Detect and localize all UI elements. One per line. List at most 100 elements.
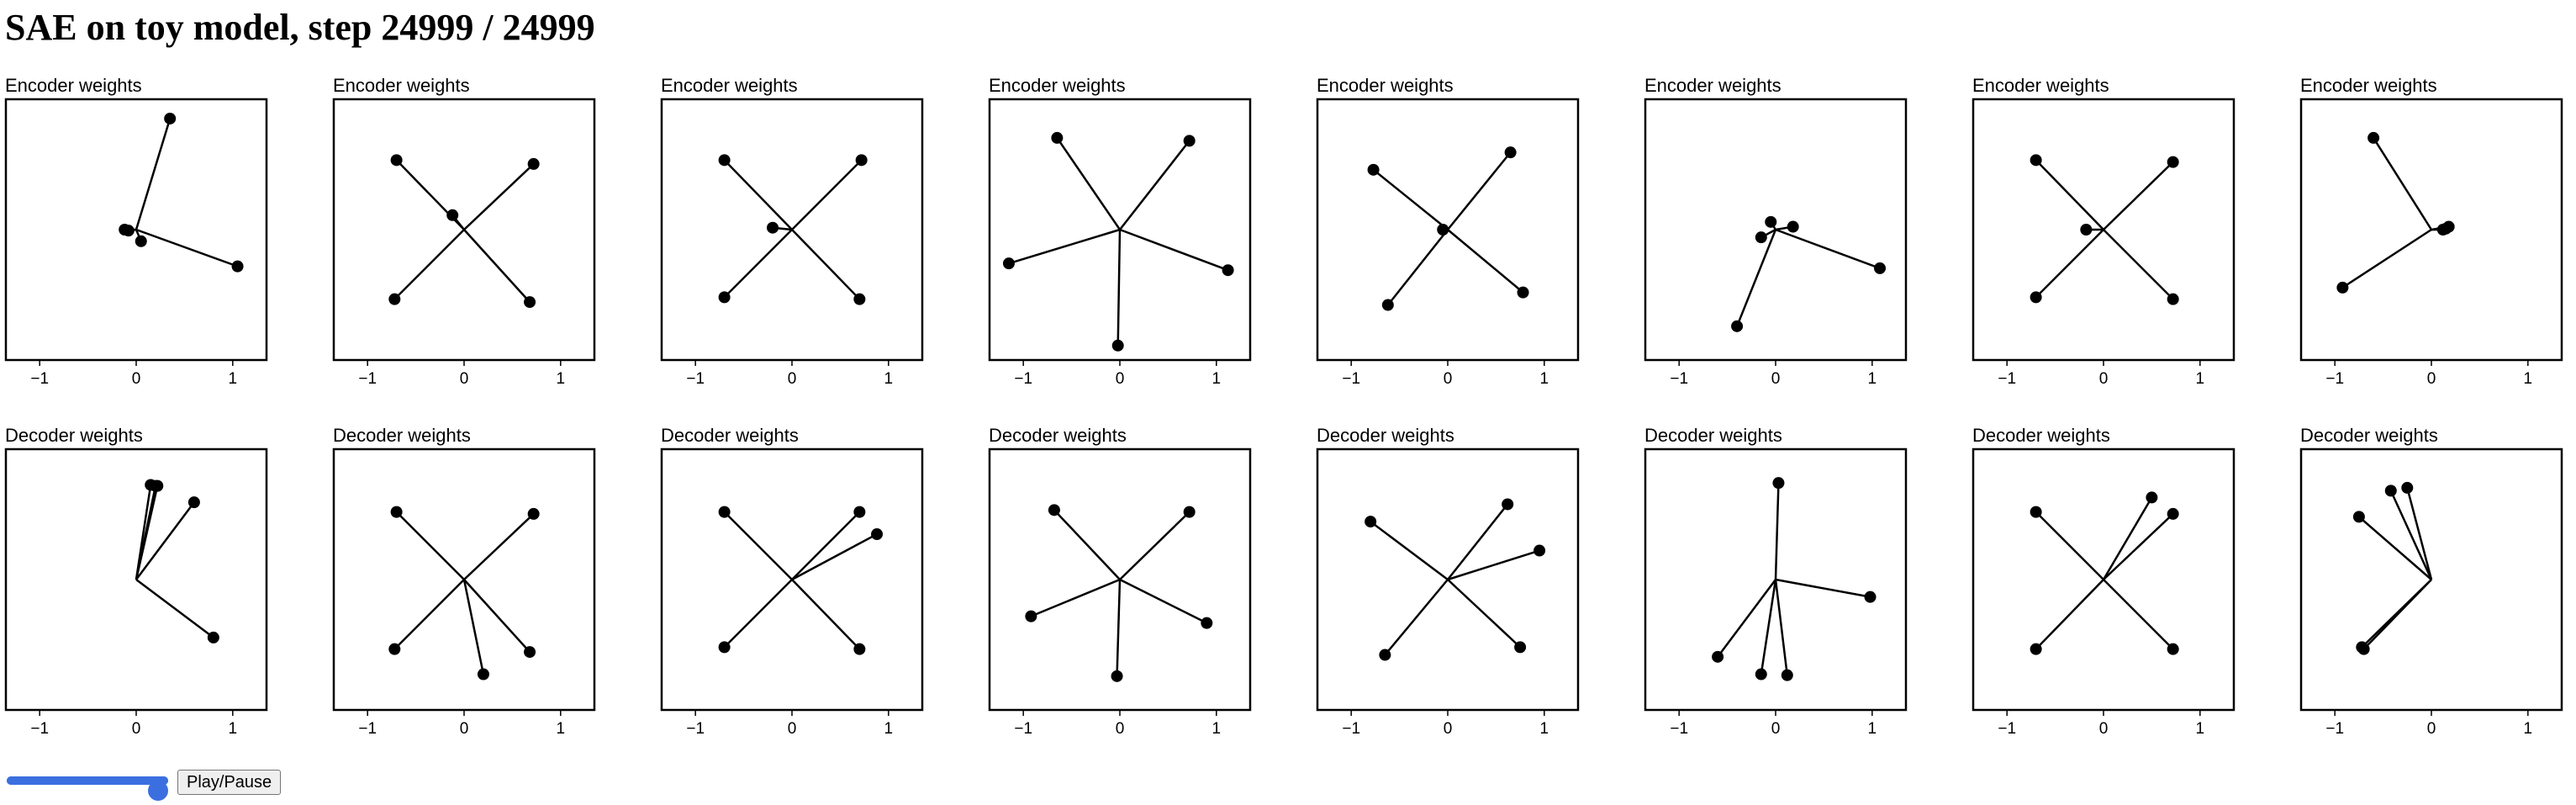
weight-point — [1048, 504, 1060, 516]
weight-vector-line — [1774, 483, 1780, 580]
weight-vector-line — [462, 579, 485, 675]
weight-point — [2030, 154, 2042, 167]
weight-vector-line — [2103, 579, 2174, 650]
weight-vector-line — [463, 229, 531, 303]
x-tick-label: −1 — [30, 370, 49, 388]
weight-vector-line — [135, 485, 157, 580]
plot-title: Decoder weights — [1972, 425, 2110, 446]
weight-point — [388, 643, 401, 655]
x-tick-label: 0 — [1116, 370, 1125, 388]
x-tick-label: −1 — [1670, 370, 1688, 388]
weight-point — [1765, 215, 1777, 228]
weight-point — [2336, 281, 2349, 294]
weight-point — [122, 225, 135, 237]
weight-vector-line — [723, 511, 793, 580]
weight-point — [135, 235, 147, 247]
weight-point — [853, 506, 866, 518]
weight-point — [1514, 641, 1527, 654]
x-tick-label: 1 — [2196, 720, 2205, 738]
weight-vector-line — [1717, 579, 1777, 658]
weight-vector-line — [135, 118, 172, 230]
weight-point — [1755, 668, 1767, 681]
weight-point — [1504, 146, 1517, 159]
weight-vector-line — [2035, 511, 2104, 580]
step-slider-thumb[interactable] — [148, 781, 168, 801]
weight-point — [388, 293, 401, 305]
plot-title: Encoder weights — [5, 75, 142, 96]
weight-point — [1533, 544, 1546, 557]
weight-vector-line — [393, 579, 465, 650]
plot-grid: Encoder weights −1 0 1 Encoder weights −1 0 1 En… — [4, 75, 2563, 741]
weight-point — [2080, 224, 2093, 236]
weight-point — [1731, 320, 1744, 332]
plot-title: Encoder weights — [661, 75, 798, 96]
weight-point — [1864, 591, 1877, 603]
decoder-plot-7: Decoder weights −1 0 1 — [1972, 426, 2241, 741]
x-tick-label: 0 — [2427, 370, 2436, 388]
weight-vector-line — [1775, 228, 1881, 270]
weight-vector-line — [2406, 487, 2433, 580]
weight-point — [1183, 506, 1196, 518]
weight-vector-line — [1386, 229, 1449, 306]
weight-point — [1111, 670, 1123, 682]
weight-point — [2167, 156, 2179, 168]
play-pause-button[interactable]: Play/Pause — [177, 770, 282, 795]
weight-point — [524, 646, 536, 659]
weight-point — [1517, 286, 1529, 299]
weight-vector-line — [2341, 228, 2432, 289]
x-tick-label: 1 — [229, 370, 238, 388]
weight-point — [1379, 649, 1391, 661]
weight-vector-line — [1116, 579, 1122, 676]
weight-point — [2030, 291, 2042, 304]
x-tick-label: 1 — [884, 370, 894, 388]
x-tick-label: −1 — [2325, 720, 2344, 738]
weight-vector-line — [1447, 579, 1521, 649]
weight-point — [871, 528, 884, 541]
plot-title: Encoder weights — [333, 75, 470, 96]
scatter-chart: −1 0 1 — [4, 98, 268, 388]
encoder-plot-2: Encoder weights −1 0 1 — [332, 75, 602, 391]
x-tick-label: 1 — [2524, 720, 2533, 738]
encoder-plot-6: Encoder weights −1 0 1 — [1644, 76, 1914, 391]
x-tick-label: −1 — [30, 720, 49, 738]
weight-vector-line — [135, 228, 238, 267]
step-slider-fill — [7, 776, 168, 785]
x-tick-label: 0 — [1444, 370, 1453, 388]
weight-vector-line — [791, 229, 861, 300]
x-tick-label: 0 — [2099, 370, 2109, 388]
weight-vector-line — [791, 579, 861, 650]
weight-vector-line — [463, 579, 531, 653]
decoder-plot-2: Decoder weights −1 0 1 — [332, 426, 602, 741]
step-slider[interactable] — [7, 776, 168, 801]
decoder-plot-5: Decoder weights −1 0 1 — [1316, 426, 1586, 741]
weight-point — [527, 507, 540, 520]
page-title: SAE on toy model, step 24999 / 24999 — [5, 7, 595, 48]
weight-vector-line — [1119, 140, 1190, 230]
decoder-plot-3: Decoder weights −1 0 1 — [660, 425, 930, 741]
scatter-chart: −1 0 1 — [4, 448, 268, 738]
x-tick-label: 0 — [132, 370, 141, 388]
scatter-chart: −1 0 1 — [988, 448, 1252, 738]
weight-point — [390, 154, 403, 167]
weight-point — [1051, 131, 1064, 144]
encoder-plot-3: Encoder weights −1 0 1 — [660, 75, 930, 391]
plot-title: Encoder weights — [1972, 75, 2109, 96]
weight-point — [1201, 617, 1213, 629]
weight-vector-line — [2035, 159, 2104, 230]
x-tick-label: 1 — [1868, 370, 1877, 388]
plot-title: Decoder weights — [661, 425, 799, 446]
x-tick-label: 1 — [229, 720, 238, 738]
x-tick-label: 0 — [788, 720, 797, 738]
scatter-chart: −1 0 1 — [988, 98, 1252, 388]
weight-point — [853, 293, 866, 305]
weight-point — [1381, 299, 1394, 311]
scatter-chart: −1 0 1 — [2299, 448, 2563, 738]
weight-vector-line — [1760, 579, 1777, 675]
weight-vector-line — [463, 513, 535, 580]
weight-vector-line — [2373, 137, 2433, 230]
weight-vector-line — [2035, 229, 2104, 299]
weight-vector-line — [1116, 229, 1122, 346]
decoder-plot-1: Decoder weights −1 0 1 — [4, 426, 274, 741]
plot-title: Decoder weights — [1644, 425, 1782, 446]
x-tick-label: 1 — [884, 720, 894, 738]
